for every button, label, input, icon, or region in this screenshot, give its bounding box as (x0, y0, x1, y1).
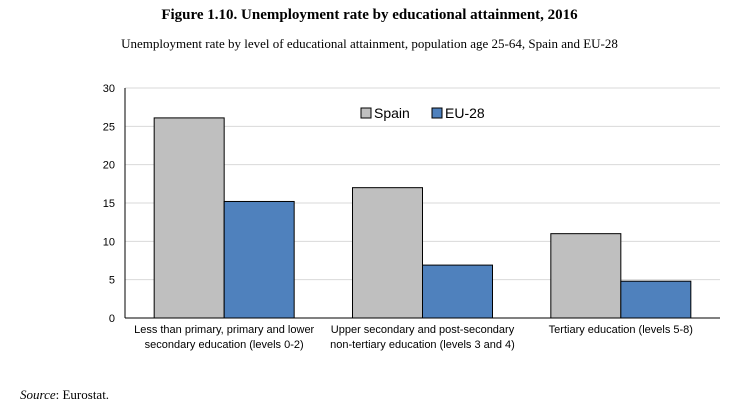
figure-subtitle: Unemployment rate by level of educationa… (121, 36, 618, 51)
legend-label: EU-28 (445, 105, 485, 121)
x-category-label: Tertiary education (levels 5-8) (549, 324, 693, 336)
bar-eu-28 (422, 264, 493, 319)
source-text: : Eurostat. (55, 387, 110, 402)
bar-spain (153, 117, 225, 319)
x-category-label: non-tertiary education (levels 3 and 4) (330, 339, 515, 351)
y-tick-label: 20 (103, 160, 115, 172)
bar-spain (352, 187, 423, 319)
bar-chart: 0 5 10 15 20 25 30 Less than primary, primary a… (103, 83, 720, 351)
y-tick-label: 5 (109, 275, 115, 287)
legend-swatch-spain (360, 107, 372, 119)
legend-swatch-eu-28 (431, 107, 443, 119)
y-tick-label: 30 (103, 83, 115, 95)
x-category-label: Less than primary, primary and lower (134, 324, 314, 336)
y-tick-label: 10 (103, 236, 115, 248)
legend-label: Spain (374, 105, 410, 121)
source-label: Source (20, 387, 56, 402)
y-tick-label: 25 (103, 121, 115, 133)
source-note: Source: Eurostat. (20, 387, 109, 403)
bar-eu-28 (223, 200, 295, 319)
y-tick-label: 15 (103, 198, 115, 210)
bar-eu-28 (620, 280, 692, 319)
figure-title: Figure 1.10. Unemployment rate by educat… (161, 7, 578, 23)
y-tick-label: 0 (109, 313, 115, 325)
bar-spain (550, 233, 622, 319)
x-category-label: Upper secondary and post-secondary (331, 324, 515, 336)
x-category-label: secondary education (levels 0-2) (145, 339, 304, 351)
